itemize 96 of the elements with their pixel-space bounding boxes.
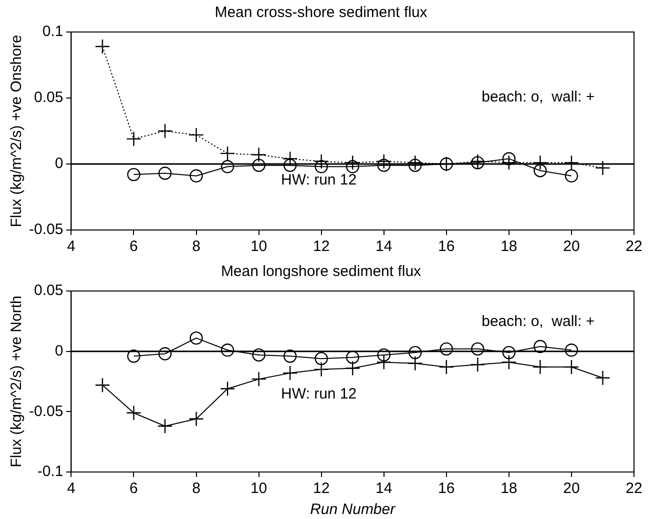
point (532, 359, 548, 375)
point (314, 160, 328, 174)
point (127, 168, 140, 182)
x-tick-label: 6 (130, 238, 138, 256)
point (564, 344, 578, 357)
y-axis-title: Flux (kg/m^2/s) +ve Onshore (8, 34, 26, 228)
y-tick-label: 0 (54, 342, 64, 360)
point (251, 371, 266, 387)
point (190, 169, 203, 182)
chart-title: Mean cross-shore sediment flux (214, 4, 428, 22)
point (190, 331, 203, 345)
point (595, 160, 610, 176)
point (157, 123, 173, 139)
x-tick-label: 14 (376, 480, 392, 498)
x-tick-label: 22 (626, 238, 642, 256)
x-tick-label: 6 (130, 480, 138, 498)
point (220, 160, 234, 174)
point (376, 354, 392, 370)
point (346, 160, 360, 174)
point (408, 356, 423, 371)
point (376, 154, 392, 169)
point (158, 166, 172, 180)
point (188, 127, 204, 143)
point (126, 131, 142, 147)
x-tick-label: 16 (438, 238, 455, 256)
point (532, 155, 548, 170)
point (220, 381, 236, 396)
point (408, 155, 423, 170)
chart-title: Mean longshore sediment flux (220, 263, 422, 280)
point (470, 357, 486, 372)
x-tick-label: 20 (563, 480, 580, 498)
y-axis-title: Flux (kg/m^2/s) +ve North (8, 296, 26, 468)
x-tick-label: 14 (376, 238, 392, 256)
point (501, 155, 517, 170)
point (346, 350, 360, 364)
point (314, 352, 328, 366)
point (157, 418, 173, 434)
point (502, 346, 516, 360)
y-tick-label: 0.1 (42, 23, 64, 40)
point (282, 151, 298, 166)
point (314, 154, 329, 169)
point (283, 158, 297, 172)
point (471, 342, 484, 356)
point (158, 347, 172, 360)
point (220, 146, 236, 162)
y-tick-label: -0.05 (28, 221, 64, 238)
point (220, 344, 234, 357)
point (564, 359, 580, 375)
point (564, 169, 578, 182)
point (534, 164, 547, 178)
point (283, 350, 297, 363)
point (377, 158, 390, 172)
point (126, 405, 142, 420)
annotation: HW: run 12 (281, 385, 357, 402)
point (501, 354, 517, 370)
point (252, 158, 266, 172)
annotation: beach: o, wall: + (482, 312, 595, 330)
point (564, 155, 580, 170)
x-tick-label: 18 (500, 238, 518, 256)
annotation: HW: run 12 (281, 172, 357, 189)
x-tick-label: 16 (438, 480, 455, 498)
point (127, 350, 140, 363)
x-tick-label: 4 (67, 480, 76, 498)
x-tick-label: 22 (626, 480, 642, 498)
point (344, 360, 360, 376)
x-tick-label: 18 (500, 480, 518, 498)
point (438, 359, 454, 375)
y-tick-label: 0.05 (34, 282, 64, 300)
point (188, 411, 204, 427)
point (408, 158, 422, 172)
y-tick-label: -0.1 (37, 463, 64, 480)
point (251, 147, 266, 162)
point (314, 362, 329, 378)
point (440, 342, 453, 356)
point (595, 370, 610, 386)
x-tick-label: 12 (312, 238, 330, 256)
x-tick-label: 8 (192, 238, 200, 256)
point (282, 365, 298, 381)
annotation: beach: o, wall: + (482, 88, 595, 106)
x-tick-label: 20 (563, 238, 580, 256)
point (534, 340, 547, 354)
point (94, 38, 110, 54)
point (408, 346, 422, 360)
point (252, 348, 266, 362)
x-tick-label: 12 (312, 480, 330, 498)
point (94, 378, 110, 393)
x-axis-title: Run Number (310, 501, 396, 518)
y-tick-label: -0.05 (28, 402, 64, 420)
x-tick-label: 8 (192, 480, 200, 498)
y-tick-label: 0 (54, 155, 64, 172)
point (377, 348, 390, 362)
x-tick-label: 10 (250, 238, 268, 256)
point (344, 155, 360, 170)
x-tick-label: 10 (250, 480, 268, 498)
x-tick-label: 4 (67, 238, 76, 256)
y-tick-label: 0.05 (34, 89, 64, 106)
